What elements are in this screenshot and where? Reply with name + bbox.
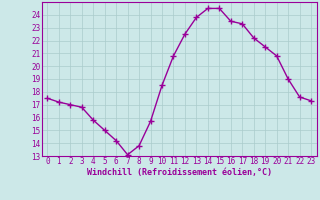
X-axis label: Windchill (Refroidissement éolien,°C): Windchill (Refroidissement éolien,°C) bbox=[87, 168, 272, 177]
